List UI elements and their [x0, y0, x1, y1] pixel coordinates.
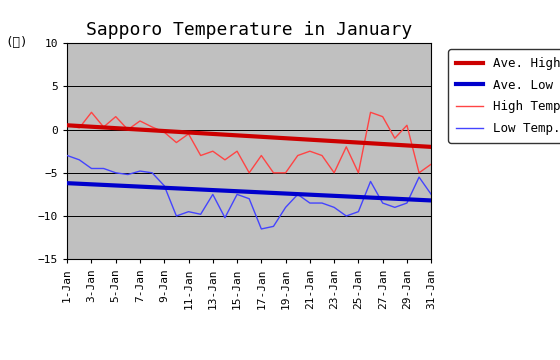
Title: Sapporo Temperature in January: Sapporo Temperature in January — [86, 21, 412, 39]
Legend: Ave. High Temp., Ave. Low Temp., High Temp. 2008, Low Temp. 2008: Ave. High Temp., Ave. Low Temp., High Te… — [449, 49, 560, 143]
Text: (℃): (℃) — [6, 36, 28, 49]
